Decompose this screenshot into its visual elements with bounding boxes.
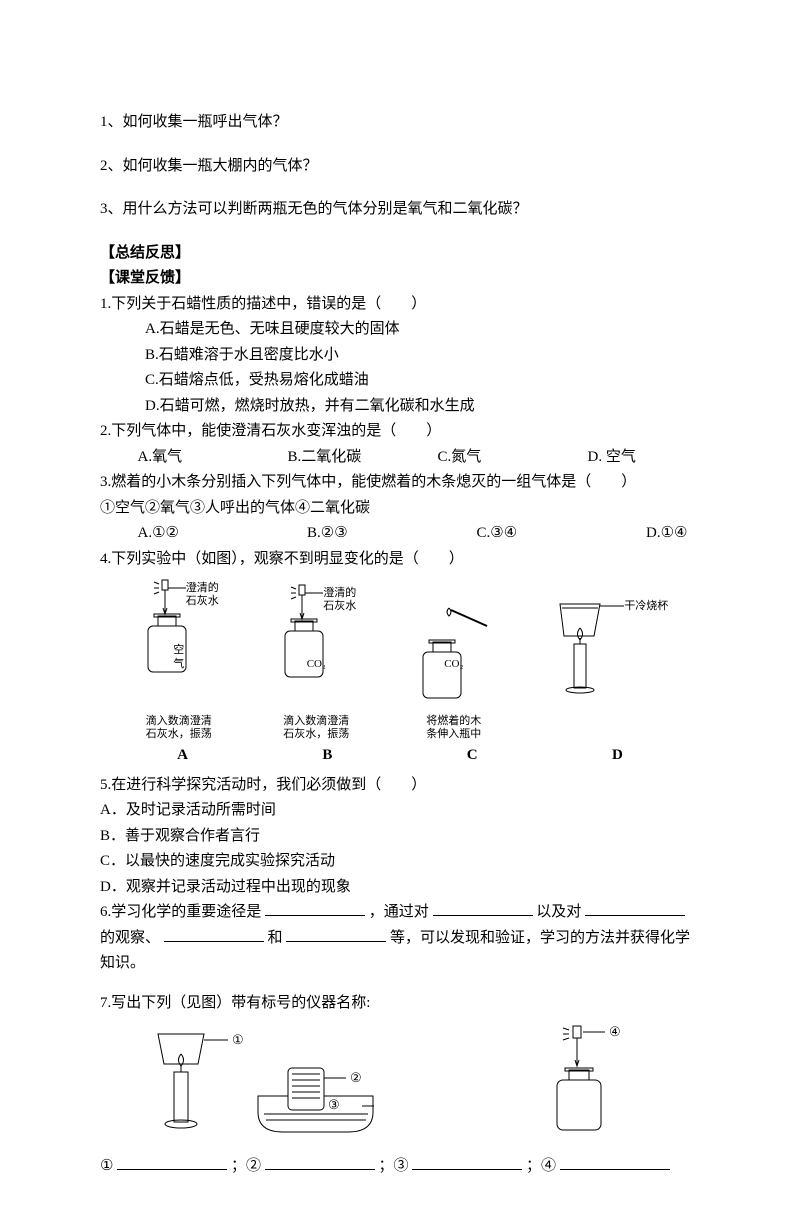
q1-opt-b: B.石蜡难溶于水且密度比水小 <box>100 343 700 369</box>
q4-letter-b: B <box>322 743 332 769</box>
q4-fig-d: 干冷烧杯 <box>546 594 666 741</box>
q3-opt-d: D.①④ <box>609 521 779 547</box>
q6-p1c: 以及对 <box>536 904 581 920</box>
q2-opt-b: B.二氧化碳 <box>288 445 438 471</box>
q6-p1a: 6.学习化学的重要途径是 <box>100 904 261 920</box>
q5-opt-d: D．观察并记录活动过程中出现的现象 <box>100 875 700 901</box>
q4a-jar-label: 空 气 <box>134 644 224 670</box>
question-3: 3.燃着的小木条分别插入下列气体中，能使燃着的木条熄灭的一组气体是（ ） ①空气… <box>100 470 700 547</box>
blank-q7-1[interactable] <box>117 1156 227 1171</box>
q7-a1: ① <box>100 1158 113 1174</box>
q2-stem: 2.下列气体中，能使澄清石灰水变浑浊的是（ ） <box>100 419 700 445</box>
section-summary: 【总结反思】 <box>100 241 700 267</box>
q5-opt-a: A．及时记录活动所需时间 <box>100 798 700 824</box>
q3-opt-c: C.③④ <box>439 521 609 547</box>
q5-stem: 5.在进行科学探究活动时，我们必须做到（ ） <box>100 773 700 799</box>
q7-a2: ；② <box>231 1158 261 1174</box>
q4b-top-label: 澄清的 石灰水 <box>323 587 365 613</box>
q3-opt-b: B.②③ <box>270 521 440 547</box>
q4-fig-a: 澄清的 石灰水 空 气 滴入数滴澄清 石灰水，振荡 <box>134 578 224 741</box>
q3-items: ①空气②氧气③人呼出的气体④二氧化碳 <box>100 496 700 522</box>
q2-opt-a: A.氧气 <box>100 445 288 471</box>
q4-letters: A B C D <box>100 743 700 773</box>
q1-opt-d: D.石蜡可燃，燃烧时放热，并有二氧化碳和水生成 <box>100 394 700 420</box>
q4-letter-d: D <box>612 743 623 769</box>
blank-q7-4[interactable] <box>560 1156 670 1171</box>
q7-answers: ① ；② ；③ ；④ <box>100 1154 700 1180</box>
q7-label-1: ① <box>232 1032 244 1047</box>
q4-stem: 4.下列实验中（如图），观察不到明显变化的是（ ） <box>100 547 700 573</box>
section-feedback: 【课堂反馈】 <box>100 266 700 292</box>
q7-stem: 7.写出下列（见图）带有标号的仪器名称: <box>100 991 700 1017</box>
q5-opt-c: C．以最快的速度完成实验探究活动 <box>100 849 700 875</box>
q6-p1b: ，通过对 <box>369 904 429 920</box>
blank-q7-3[interactable] <box>412 1156 522 1171</box>
q7-label-2: ② <box>350 1070 362 1085</box>
question-5: 5.在进行科学探究活动时，我们必须做到（ ） A．及时记录活动所需时间 B．善于… <box>100 773 700 901</box>
q4-letter-a: A <box>177 743 188 769</box>
q4-figures: 澄清的 石灰水 空 气 滴入数滴澄清 石灰水，振荡 <box>100 578 700 741</box>
question-6: 6.学习化学的重要途径是 ，通过对 以及对 的观察、 和 等，可以发现和验证，学… <box>100 900 700 977</box>
q2-options: A.氧气 B.二氧化碳 C.氮气 D. 空气 <box>100 445 700 471</box>
blank-1[interactable] <box>265 902 365 917</box>
q4a-caption: 滴入数滴澄清 石灰水，振荡 <box>134 715 224 741</box>
intro-q3: 3、用什么方法可以判断两瓶无色的气体分别是氧气和二氧化碳？ <box>100 197 700 223</box>
question-4: 4.下列实验中（如图），观察不到明显变化的是（ ） <box>100 547 700 773</box>
q4-letter-c: C <box>467 743 478 769</box>
q1-opt-c: C.石蜡熔点低，受热易熔化成蜡油 <box>100 368 700 394</box>
q2-opt-c: C.氮气 <box>438 445 588 471</box>
blank-4[interactable] <box>164 927 264 942</box>
question-2: 2.下列气体中，能使澄清石灰水变浑浊的是（ ） A.氧气 B.二氧化碳 C.氮气… <box>100 419 700 470</box>
q4b-caption: 滴入数滴澄清 石灰水，振荡 <box>271 715 361 741</box>
q4b-jar-label: CO₂ <box>271 658 361 671</box>
q4c-caption: 将燃着的木 条伸入瓶中 <box>409 715 499 741</box>
blank-5[interactable] <box>286 927 386 942</box>
q7-figures: ① ② <box>100 1024 700 1144</box>
q7-left-icon: ① ② <box>148 1024 378 1144</box>
q4a-top-label: 澄清的 石灰水 <box>186 582 228 608</box>
q7-a4: ；④ <box>526 1158 556 1174</box>
q2-opt-d: D. 空气 <box>588 445 738 471</box>
q3-stem: 3.燃着的小木条分别插入下列气体中，能使燃着的木条熄灭的一组气体是（ ） <box>100 470 700 496</box>
q6-p3: 知识。 <box>100 951 700 977</box>
blank-3[interactable] <box>585 902 685 917</box>
q3-options: A.①② B.②③ C.③④ D.①④ <box>100 521 700 547</box>
question-7: 7.写出下列（见图）带有标号的仪器名称: ① <box>100 991 700 1180</box>
q1-opt-a: A.石蜡是无色、无味且硬度较大的固体 <box>100 317 700 343</box>
q6-p2a: 的观察、 <box>100 930 160 946</box>
blank-q7-2[interactable] <box>265 1156 375 1171</box>
question-1: 1.下列关于石蜡性质的描述中，错误的是（ ） A.石蜡是无色、无味且硬度较大的固… <box>100 292 700 420</box>
intro-q1: 1、如何收集一瓶呼出气体？ <box>100 110 700 136</box>
page: 1、如何收集一瓶呼出气体？ 2、如何收集一瓶大棚内的气体？ 3、用什么方法可以判… <box>0 0 800 1220</box>
q4-fig-b: 澄清的 石灰水 CO₂ 滴入数滴澄清 石灰水，振荡 <box>271 583 361 741</box>
q7-label-4: ④ <box>609 1024 621 1039</box>
intro-q2: 2、如何收集一瓶大棚内的气体？ <box>100 154 700 180</box>
q6-p2b: 和 <box>268 930 283 946</box>
q4-fig-c: CO₂ 将燃着的木 条伸入瓶中 <box>409 604 499 742</box>
q4d-label: 干冷烧杯 <box>624 600 674 613</box>
q3-opt-a: A.①② <box>100 521 270 547</box>
q6-p2c: 等，可以发现和验证，学习的方法并获得化学 <box>390 930 690 946</box>
q1-stem: 1.下列关于石蜡性质的描述中，错误的是（ ） <box>100 292 700 318</box>
q4c-jar-label: CO₂ <box>409 658 499 671</box>
q7-a3: ；③ <box>378 1158 408 1174</box>
blank-2[interactable] <box>433 902 533 917</box>
q5-opt-b: B．善于观察合作者言行 <box>100 824 700 850</box>
q7-right-icon: ④ <box>533 1024 653 1144</box>
